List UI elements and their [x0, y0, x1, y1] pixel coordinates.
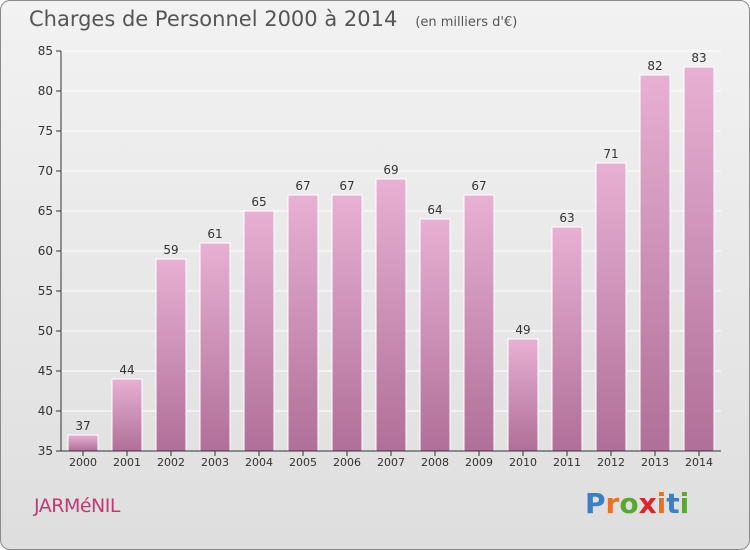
- x-axis: 2000 2001 2002 2003 2004 2005 2006 2007 2008 2009…: [61, 450, 721, 469]
- x-tick-label: 2002: [157, 456, 185, 469]
- bars: [67, 66, 715, 452]
- x-tick-label: 2001: [113, 456, 141, 469]
- data-label-2005: 67: [295, 179, 310, 193]
- y-tick-label: 60: [38, 244, 53, 258]
- bar-2001: [111, 378, 143, 452]
- x-tick-label: 2007: [377, 456, 405, 469]
- x-tick-label: 2000: [69, 456, 97, 469]
- bar-2007: [375, 178, 407, 452]
- x-tick-label: 2011: [553, 456, 581, 469]
- x-tick-label: 2006: [333, 456, 361, 469]
- bar-2014: [683, 66, 715, 452]
- chart-subtitle: (en milliers d'€): [415, 15, 518, 30]
- data-label-2008: 64: [427, 203, 442, 217]
- logo-letter: t: [666, 487, 680, 520]
- x-tick-label: 2012: [597, 456, 625, 469]
- proxiti-logo: Proxiti: [585, 487, 689, 520]
- data-label-2000: 37: [75, 419, 90, 433]
- data-label-2003: 61: [207, 227, 222, 241]
- bar-2000: [67, 434, 99, 452]
- logo-letter: i: [656, 487, 667, 520]
- logo-letter: i: [679, 487, 690, 520]
- data-label-2006: 67: [339, 179, 354, 193]
- y-tick-label: 70: [38, 164, 53, 178]
- data-labels: 37 44 59 61 65 67 67 69 64 67 49 63 71 82 83: [75, 51, 706, 433]
- bar-2004: [243, 210, 275, 452]
- bar-2008: [419, 218, 451, 452]
- data-label-2004: 65: [251, 195, 266, 209]
- logo-letter: o: [619, 487, 639, 520]
- y-tick-label: 55: [38, 284, 53, 298]
- logo-letter: P: [585, 487, 606, 520]
- chart-title: Charges de Personnel 2000 à 2014 (en mill…: [29, 7, 517, 31]
- town-name: JARMéNIL: [34, 495, 120, 517]
- x-tick-label: 2008: [421, 456, 449, 469]
- bar-2009: [463, 194, 495, 452]
- bar-2002: [155, 258, 187, 452]
- logo-letter: x: [638, 487, 657, 520]
- y-tick-label: 85: [38, 44, 53, 58]
- y-tick-label: 40: [38, 404, 53, 418]
- x-tick-label: 2013: [641, 456, 669, 469]
- y-tick-label: 75: [38, 124, 53, 138]
- y-tick-label: 50: [38, 324, 53, 338]
- data-label-2002: 59: [163, 243, 178, 257]
- data-label-2014: 83: [691, 51, 706, 65]
- y-tick-label: 65: [38, 204, 53, 218]
- x-tick-label: 2009: [465, 456, 493, 469]
- x-tick-label: 2003: [201, 456, 229, 469]
- x-tick-label: 2004: [245, 456, 273, 469]
- y-tick-label: 35: [38, 444, 53, 458]
- x-tick-label: 2010: [509, 456, 537, 469]
- data-label-2013: 82: [647, 59, 662, 73]
- data-label-2001: 44: [119, 363, 134, 377]
- bar-2013: [639, 74, 671, 452]
- bar-2006: [331, 194, 363, 452]
- bar-2003: [199, 242, 231, 452]
- x-tick-label: 2005: [289, 456, 317, 469]
- x-tick-label: 2014: [685, 456, 713, 469]
- data-label-2012: 71: [603, 147, 618, 161]
- data-label-2009: 67: [471, 179, 486, 193]
- data-label-2011: 63: [559, 211, 574, 225]
- y-tick-label: 45: [38, 364, 53, 378]
- data-label-2010: 49: [515, 323, 530, 337]
- bar-2010: [507, 338, 539, 452]
- y-tick-label: 80: [38, 84, 53, 98]
- y-axis: 35 40 45 50 55 60 65 70 75 80 85: [38, 44, 62, 458]
- bar-2005: [287, 194, 319, 452]
- bar-2011: [551, 226, 583, 452]
- data-label-2007: 69: [383, 163, 398, 177]
- title-text: Charges de Personnel 2000 à 2014: [29, 7, 398, 31]
- logo-letter: r: [605, 487, 620, 520]
- bar-2012: [595, 162, 627, 452]
